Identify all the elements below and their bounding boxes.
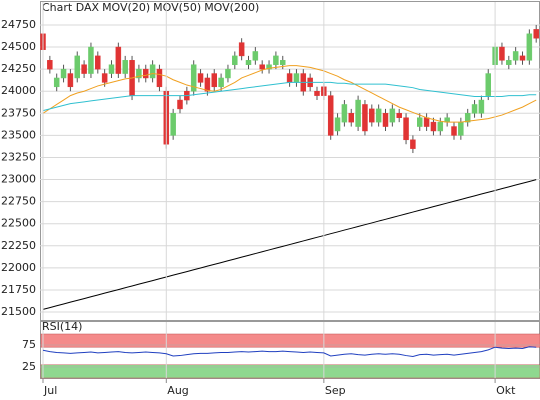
candle-body (204, 77, 211, 92)
candle-body (382, 113, 389, 127)
candle-body (218, 77, 224, 88)
candle-body (478, 99, 485, 114)
candle-body (437, 121, 444, 132)
candle-body (245, 60, 252, 65)
chart-title: Chart DAX (42, 1, 100, 14)
x-tick-label: Okt (496, 384, 516, 397)
y-tick-label: 23250 (1, 150, 36, 163)
candle-body (266, 64, 272, 70)
candle-body (526, 33, 533, 61)
candle-body (458, 121, 464, 136)
y-tick-label: 75 (22, 338, 36, 351)
y-tick-label: 23750 (1, 106, 36, 119)
candle-body (53, 77, 60, 88)
y-tick-label: 21500 (1, 305, 36, 318)
candle-body (512, 51, 519, 61)
y-tick-label: 24750 (1, 18, 36, 31)
main-plot-frame (40, 1, 540, 321)
y-tick-label: 23500 (1, 128, 36, 141)
candle-body (143, 68, 149, 79)
candle-body (355, 99, 361, 127)
legend-entry: MOV(20) (102, 1, 150, 14)
candle-body (156, 68, 163, 88)
candle-body (471, 104, 478, 114)
candle-body (423, 117, 430, 127)
candle-body (389, 108, 396, 123)
legend-entry: MOV(50) (153, 1, 201, 14)
candle-body (238, 42, 245, 57)
y-tick-label: 22500 (1, 217, 36, 230)
y-tick-label: 22250 (1, 239, 36, 252)
candle-body (375, 108, 382, 123)
candle-body (341, 104, 348, 123)
rsi-zone (40, 333, 540, 348)
candle-body (47, 60, 53, 70)
candle-body (232, 55, 238, 65)
candle-body (211, 73, 217, 88)
moving-average-line (42, 179, 537, 310)
candle-body (259, 64, 265, 70)
candle-body (170, 113, 176, 136)
candle-body (286, 73, 293, 83)
moving-average-line (42, 65, 537, 123)
candle-body (122, 60, 128, 74)
candle-body (177, 99, 183, 110)
y-tick-label: 21750 (1, 283, 36, 296)
x-tick-label: Aug (167, 384, 188, 397)
candle-body (362, 104, 368, 132)
candle-body (451, 126, 457, 136)
y-tick-label: 22000 (1, 261, 36, 274)
y-tick-label: 25 (22, 360, 36, 373)
y-tick-label: 24250 (1, 62, 36, 75)
candle-body (280, 60, 286, 65)
candle-body (464, 113, 471, 123)
rsi-zone (40, 364, 540, 379)
candle-body (190, 64, 197, 92)
candle-body (108, 64, 115, 74)
candle-body (115, 46, 122, 74)
candle-body (430, 121, 437, 132)
candle-body (149, 64, 156, 79)
candle-body (410, 139, 416, 149)
rsi-line (42, 346, 537, 357)
y-tick-label: 23000 (1, 173, 36, 186)
candle-body (417, 117, 423, 127)
candle-body (136, 68, 142, 79)
legend-entry: MOV(200) (204, 1, 259, 14)
candle-body (293, 73, 300, 83)
candle-body (60, 68, 67, 79)
y-tick-label: 24000 (1, 84, 36, 97)
candle-body (334, 117, 341, 132)
candle-body (506, 60, 512, 65)
candle-body (197, 73, 204, 83)
moving-average-line (42, 81, 537, 112)
candle-body (485, 73, 491, 96)
candle-body (327, 95, 334, 136)
candle-body (81, 64, 87, 74)
rsi-title: RSI(14) (42, 320, 82, 333)
candle-body (519, 55, 526, 61)
candle-body (95, 55, 101, 70)
candle-body (348, 113, 354, 123)
candle-body (499, 46, 505, 61)
candle-body (273, 55, 279, 65)
candle-body (403, 117, 409, 141)
candle-body (252, 51, 259, 61)
candle-body (74, 55, 80, 79)
y-tick-label: 24500 (1, 40, 36, 53)
candle-body (314, 90, 320, 96)
x-tick-label: Jul (43, 384, 57, 397)
candle-body (533, 29, 539, 39)
y-tick-label: 22750 (1, 195, 36, 208)
candle-body (225, 68, 231, 79)
candle-body (101, 73, 108, 83)
candle-body (88, 46, 94, 74)
candle-body (369, 108, 375, 123)
candle-body (67, 73, 74, 88)
candle-body (396, 113, 402, 118)
x-tick-label: Sep (325, 384, 346, 397)
